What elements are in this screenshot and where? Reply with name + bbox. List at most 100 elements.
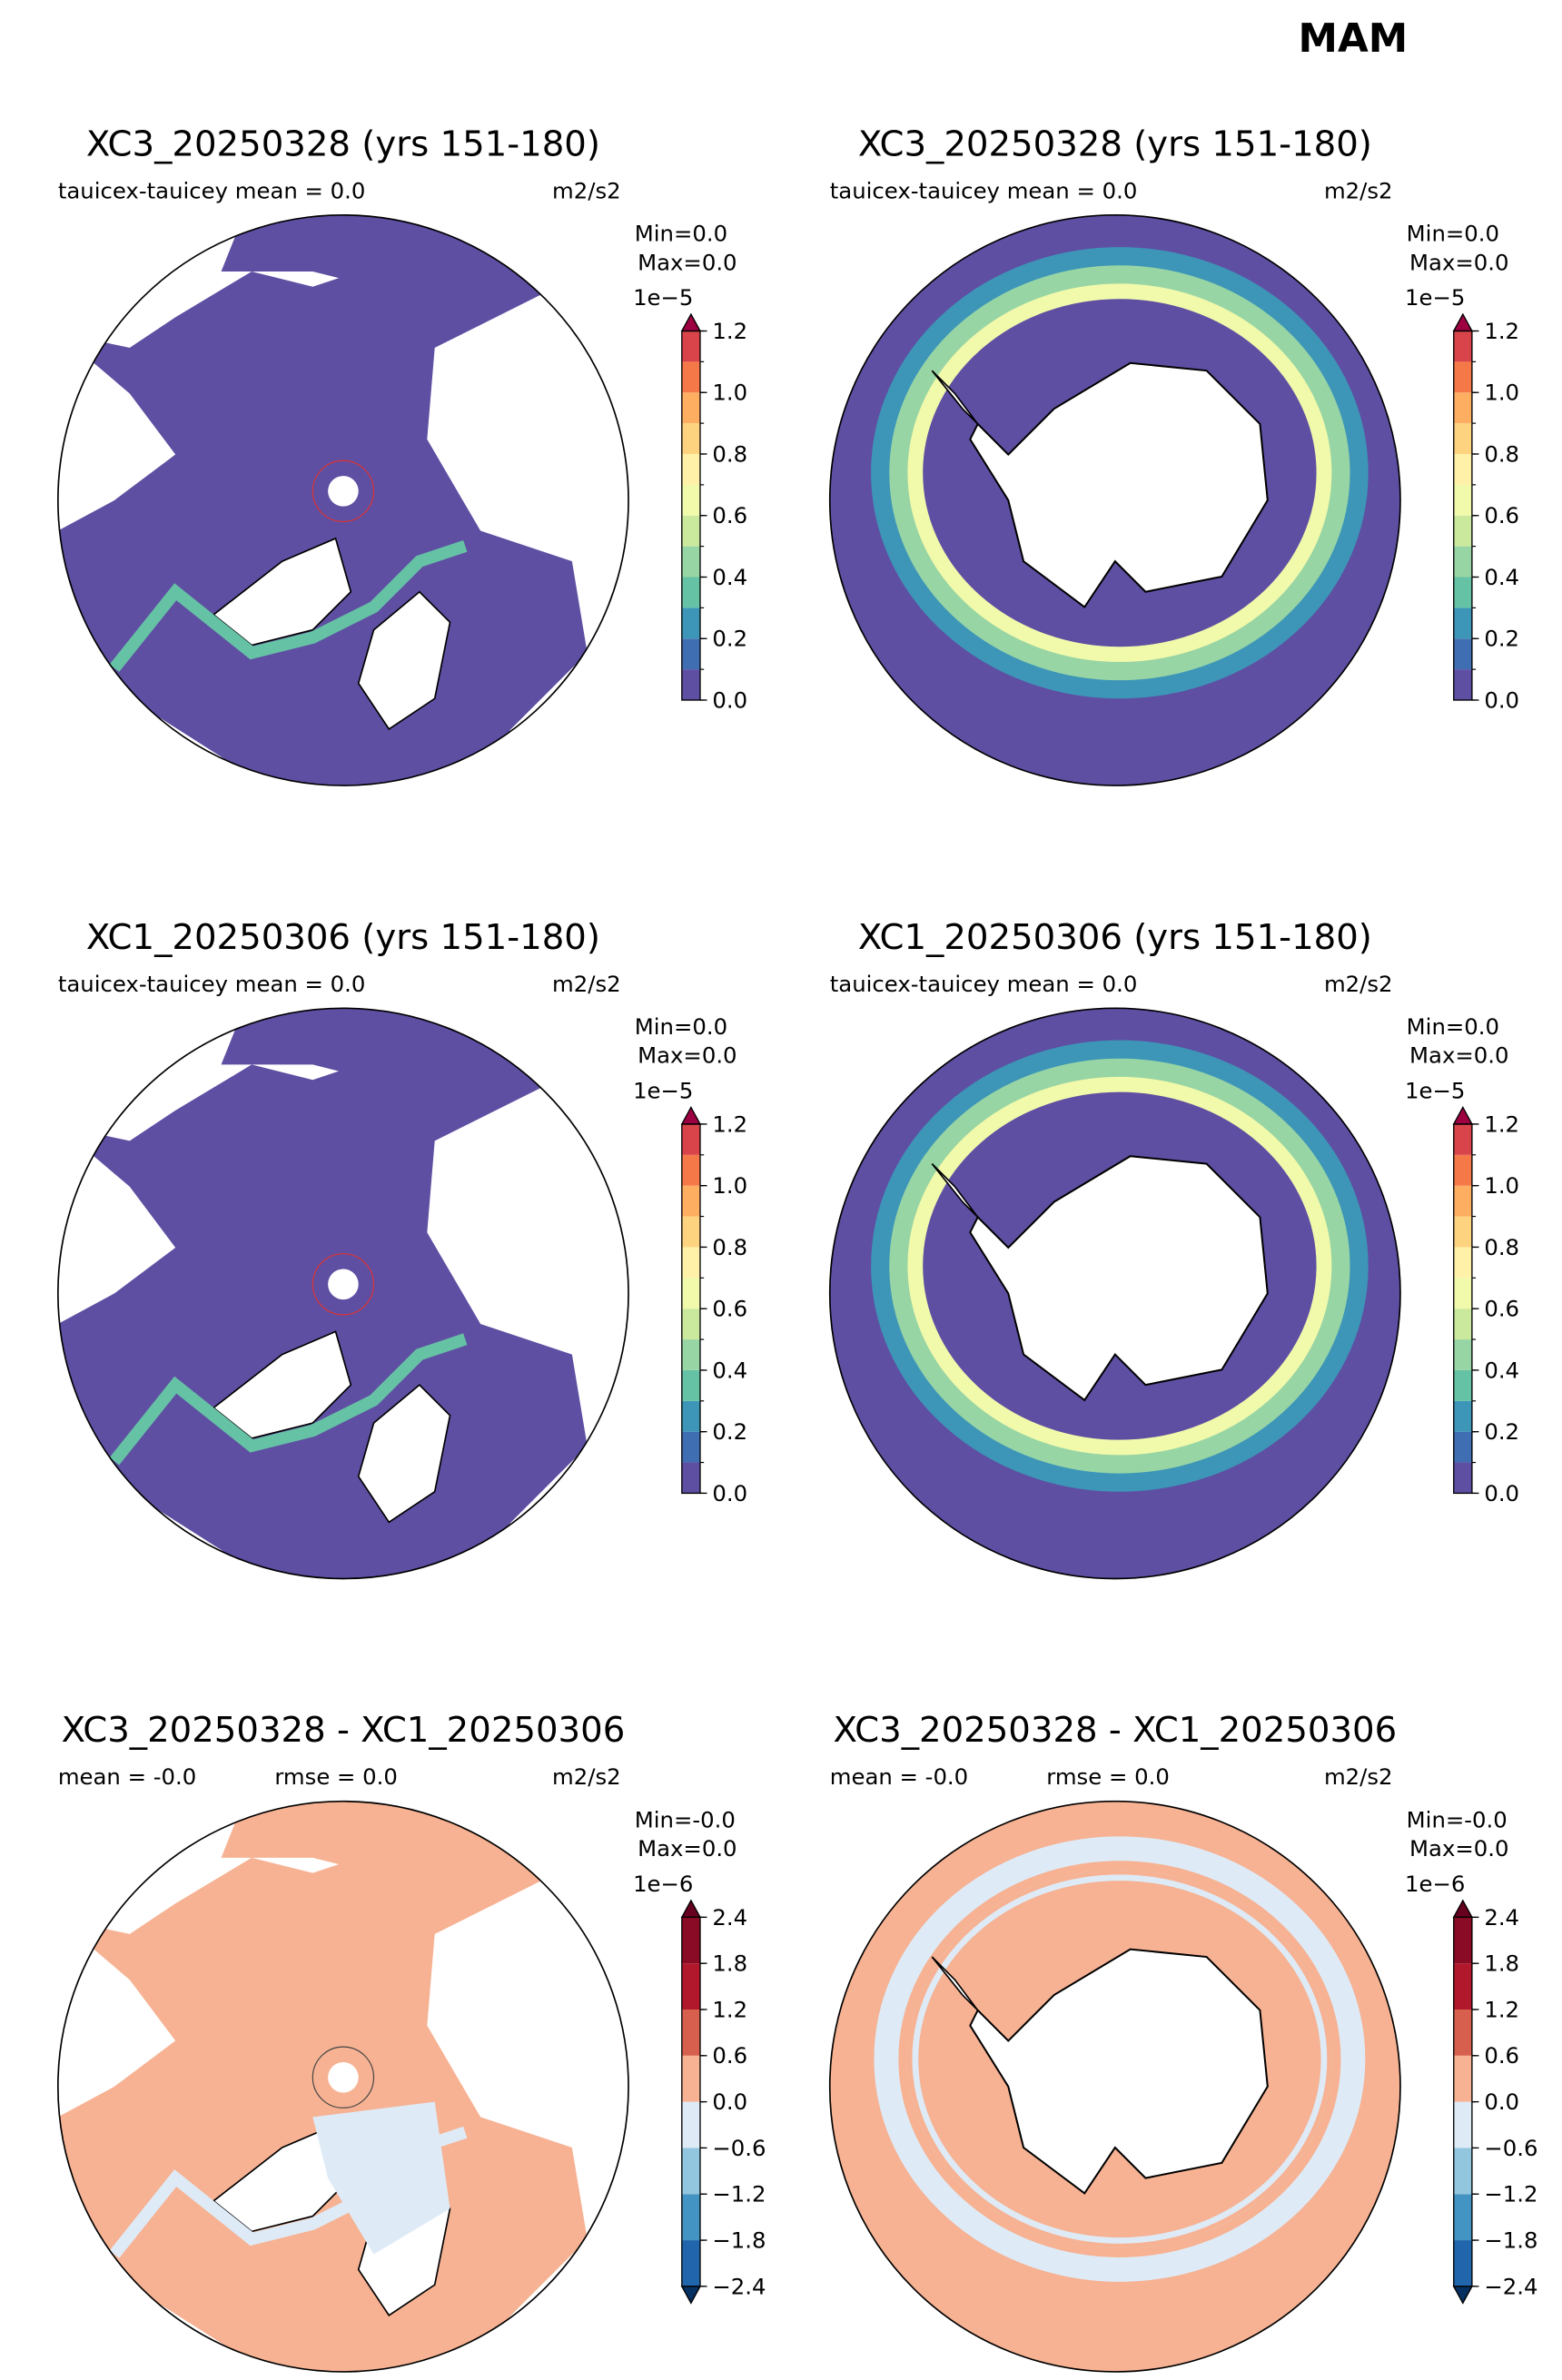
colorbar-band (1453, 1431, 1472, 1463)
pole-hole (328, 1269, 359, 1300)
colorbar-tick-label: 1.8 (1484, 1950, 1519, 1977)
colorbar-extension (680, 1106, 702, 1125)
ocean (57, 1019, 588, 1579)
colorbar-band (681, 1247, 700, 1279)
colorbar-tick-label: 0.6 (712, 2042, 747, 2069)
scandinavia (357, 590, 451, 731)
max-label: Max=0.0 (638, 249, 737, 275)
colorbar-band (1453, 1309, 1472, 1340)
colorbar-band (681, 484, 700, 516)
colorbar-band (1453, 607, 1472, 639)
colorbar-exponent: 1e−5 (1405, 1077, 1465, 1103)
peninsula (931, 1163, 979, 1218)
colorbar-extension (680, 312, 702, 332)
colorbar-tick-label: 0.6 (712, 502, 747, 528)
colorbar-tick-label: 2.4 (1484, 1904, 1519, 1931)
colorbar-band (1453, 453, 1472, 485)
colorbar-exponent: 1e−5 (633, 1077, 693, 1103)
colorbar-tick-label: 0.2 (712, 1418, 747, 1445)
colorbar-band (1453, 484, 1472, 516)
colorbar-tick-label: 1.2 (712, 1996, 747, 2022)
colorbar-band (681, 2240, 700, 2286)
colorbar-tick-label: 0.0 (1484, 1480, 1519, 1506)
colorbar-band (681, 607, 700, 639)
colorbar-extension (680, 1899, 702, 1919)
pole-hole (328, 476, 359, 507)
units: m2/s2 (552, 971, 621, 997)
colorbar-exponent: 1e−6 (633, 1871, 693, 1897)
colorbar-tick-label: −2.4 (1484, 2273, 1537, 2299)
colorbar-band (1453, 1123, 1472, 1155)
colorbar-band (681, 1154, 700, 1186)
colorbar-band (1453, 1339, 1472, 1370)
ice-ring (912, 1874, 1328, 2244)
panel-stat: tauicex-tauicey mean = 0.0 (830, 971, 1138, 997)
colorbar-tick-label: 1.2 (712, 318, 747, 344)
colorbar-tick-label: 2.4 (712, 1904, 747, 1931)
pole-circle (311, 459, 375, 523)
colorbar-band (681, 638, 700, 670)
colorbar-tick-label: 0.0 (1484, 2089, 1519, 2115)
map (57, 1008, 629, 1579)
colorbar-band (681, 2101, 700, 2148)
colorbar-tick-label: 1.0 (1484, 380, 1519, 406)
ice-ring (874, 1836, 1366, 2282)
colorbar-band (1453, 1154, 1472, 1186)
map-border (56, 214, 629, 786)
antarctica (969, 1155, 1269, 1402)
map-border (56, 1007, 629, 1580)
colorbar-band (1453, 1462, 1472, 1494)
colorbar-tick-label: 0.0 (712, 686, 747, 713)
panel-title: XC3_20250328 - XC1_20250306 (834, 1710, 1398, 1751)
colorbar-band (1453, 361, 1472, 393)
colorbar-band (1453, 1917, 1472, 1964)
antarctica (969, 1948, 1269, 2195)
panel-stat: tauicex-tauicey mean = 0.0 (830, 177, 1138, 203)
units: m2/s2 (552, 177, 621, 203)
colorbar-tick-label: 0.8 (1484, 1234, 1519, 1260)
colorbar-tick-label: 0.2 (712, 626, 747, 652)
colorbar-band (1453, 2101, 1472, 2148)
colorbar-band (681, 577, 700, 608)
ice-edge (109, 1333, 468, 1466)
units: m2/s2 (552, 1763, 621, 1790)
colorbar-band (681, 1216, 700, 1248)
colorbar-tick-label: −0.6 (1484, 2135, 1537, 2161)
antarctica (969, 361, 1269, 608)
map (829, 1801, 1400, 2372)
colorbar-band (681, 1309, 700, 1340)
colorbar-tick-label: 1.8 (712, 1950, 747, 1977)
colorbar-tick-label: 1.0 (712, 1172, 747, 1199)
max-label: Max=0.0 (1409, 1042, 1508, 1069)
pole-circle (311, 2046, 375, 2108)
colorbar-band (1453, 1369, 1472, 1401)
peninsula (931, 370, 979, 425)
ice-ring (889, 1058, 1350, 1474)
colorbar-band (681, 1963, 700, 2010)
colorbar-tick-label: 0.4 (1484, 564, 1519, 590)
colorbar-band (681, 1462, 700, 1494)
colorbar-band (1453, 2055, 1472, 2102)
colorbar-tick-label: −1.2 (1484, 2181, 1537, 2207)
colorbar-band (1453, 2009, 1472, 2056)
colorbar-band (681, 546, 700, 578)
colorbar-tick-label: 0.2 (1484, 1418, 1519, 1445)
colorbar-tick-label: 0.0 (712, 2089, 747, 2115)
colorbar-tick-label: 0.8 (1484, 440, 1519, 467)
ocean (57, 225, 588, 786)
max-label: Max=0.0 (1409, 249, 1508, 275)
colorbar-tick-label: 0.6 (712, 1296, 747, 1322)
colorbar-tick-label: 0.4 (1484, 1357, 1519, 1383)
colorbar-band (1453, 392, 1472, 424)
colorbar-band (681, 1917, 700, 1964)
colorbar-tick-label: 1.2 (1484, 1996, 1519, 2022)
colorbar-tick-label: 0.6 (1484, 1296, 1519, 1322)
panel-title: XC1_20250306 (yrs 151-180) (858, 917, 1372, 958)
ice-edge (109, 539, 468, 672)
colorbar-tick-label: 0.2 (1484, 626, 1519, 652)
colorbar-tick-label: 0.0 (712, 1480, 747, 1506)
colorbar-extension (1452, 2286, 1474, 2305)
colorbar-band (681, 1339, 700, 1370)
colorbar-extension (680, 2286, 702, 2305)
panel-stat: mean = -0.0 (830, 1763, 968, 1790)
